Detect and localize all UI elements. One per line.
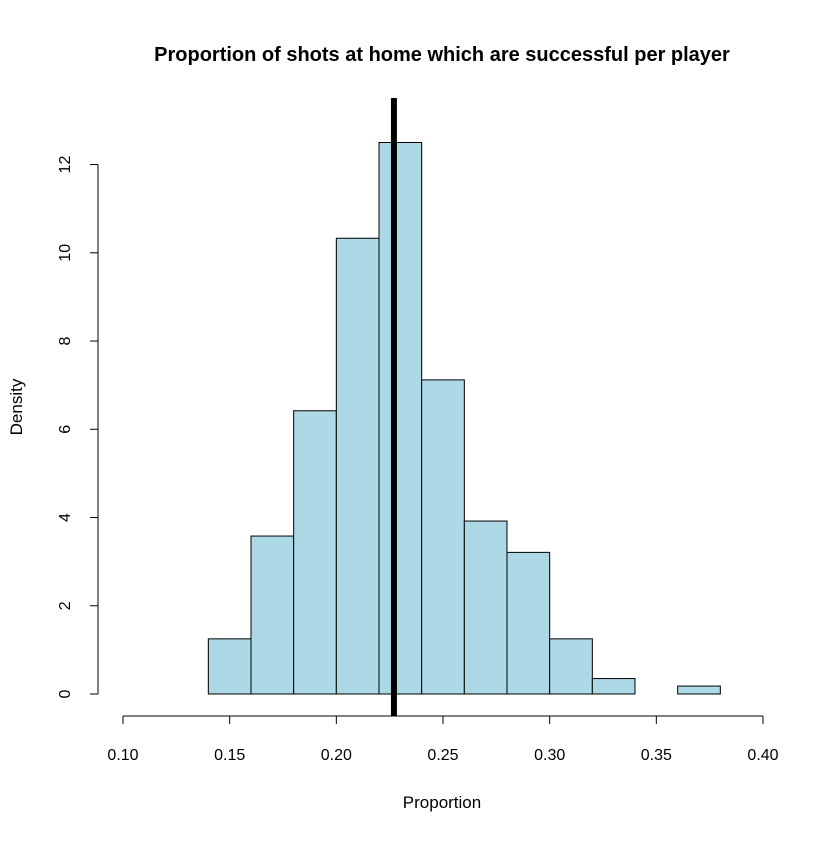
histogram-bar	[250, 535, 295, 695]
y-tick-label: 6	[57, 425, 74, 434]
x-tick-label: 0.35	[641, 747, 672, 764]
y-tick-label: 8	[57, 336, 74, 345]
histogram-bar	[293, 410, 337, 695]
x-axis-label: Proportion	[403, 793, 481, 812]
x-tick-label: 0.10	[107, 747, 138, 764]
histogram-bar	[335, 237, 380, 695]
chart-title: Proportion of shots at home which are su…	[154, 44, 730, 66]
y-tick-label: 10	[57, 244, 74, 262]
histogram-bar	[506, 551, 551, 695]
histogram-bar	[549, 638, 593, 695]
histogram-bar	[591, 678, 636, 695]
y-tick-label: 4	[57, 513, 74, 522]
histogram-bar	[677, 685, 721, 695]
x-tick-label: 0.40	[747, 747, 778, 764]
histogram-bar	[378, 142, 423, 695]
y-axis-label: Density	[7, 378, 26, 435]
y-tick-label: 2	[57, 601, 74, 610]
x-axis: 0.10 0.15 0.20 0.25 0.30 0.35 0.40	[107, 715, 779, 764]
y-tick-label: 12	[57, 156, 74, 174]
x-tick-label: 0.25	[427, 747, 458, 764]
histogram-bar	[207, 638, 252, 695]
histogram-bar	[421, 379, 465, 695]
x-tick-label: 0.30	[534, 747, 565, 764]
y-axis: 0 2 4 6 8 10 12	[57, 156, 99, 698]
bars-group	[207, 142, 721, 695]
y-tick-label: 0	[57, 689, 74, 698]
histogram-bar	[463, 520, 508, 695]
x-tick-label: 0.15	[214, 747, 245, 764]
x-tick-label: 0.20	[321, 747, 352, 764]
